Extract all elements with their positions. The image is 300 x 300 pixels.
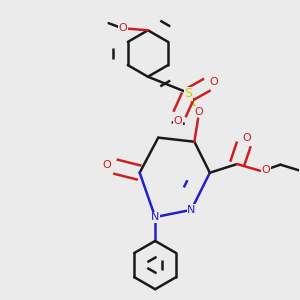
Text: O: O bbox=[103, 160, 112, 170]
Text: N: N bbox=[151, 212, 159, 222]
Text: N: N bbox=[187, 205, 196, 215]
Text: O: O bbox=[119, 23, 128, 33]
Text: O: O bbox=[174, 116, 182, 126]
Text: S: S bbox=[184, 87, 192, 100]
Text: O: O bbox=[210, 77, 219, 87]
Text: O: O bbox=[262, 165, 270, 175]
Text: O: O bbox=[242, 133, 251, 143]
Text: O: O bbox=[194, 107, 203, 117]
